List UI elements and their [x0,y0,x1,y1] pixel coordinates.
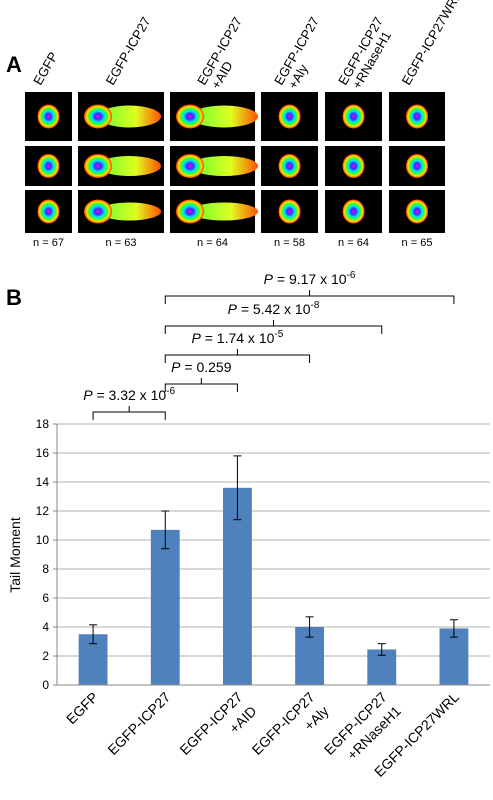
p-symbol: P [83,387,93,403]
p-symbol: P [228,301,238,317]
comet-tail [190,202,258,221]
comet-head [176,154,204,178]
count-label: n = 64 [197,237,228,249]
p-exponent: -6 [166,386,175,397]
p-exponent: -5 [274,329,283,340]
bracket [164,349,311,363]
comet-head [406,154,428,178]
bracket [92,406,166,420]
p-symbol: P [192,330,202,346]
y-tick-label: 4 [42,620,49,634]
bracket [164,290,455,304]
p-text: = 3.32 x 10 [93,387,167,403]
y-tick-label: 12 [36,504,50,518]
y-tick-label: 14 [36,475,50,489]
error-bar [449,619,458,638]
comet-tail [190,156,258,176]
bracket [164,320,383,334]
p-value: P = 5.42 x 10-8 [228,300,320,317]
y-tick-label: 2 [42,649,49,663]
comet-head [342,104,365,129]
p-text: = 0.259 [181,359,232,375]
count-label: n = 65 [402,237,433,249]
p-text: = 1.74 x 10 [201,330,275,346]
comet-head [84,199,112,224]
error-bar [377,643,386,656]
count-label: n = 67 [33,237,64,249]
bar [150,529,180,685]
panel-label: B [6,285,22,310]
comet-head [278,154,301,178]
comet-tail [98,105,161,128]
comet-head [37,199,60,224]
comet-head [342,154,365,178]
comet-head [84,154,112,178]
panel-label: A [6,52,22,77]
p-text: = 9.17 x 10 [273,271,347,287]
p-exponent: -6 [347,270,356,281]
comet-tail [98,202,161,221]
x-tick-label: EGFP-ICP27 [104,689,173,758]
comet-head [342,199,365,224]
y-tick-label: 16 [36,446,50,460]
p-value: P = 1.74 x 10-5 [192,329,284,346]
p-value: P = 9.17 x 10-6 [264,270,356,287]
bar [439,628,469,685]
comet-head [406,104,428,129]
p-value: P = 3.32 x 10-6 [83,386,175,403]
comet-tail [98,156,161,176]
y-tick-label: 0 [42,678,49,692]
error-bar [89,624,98,645]
p-text: = 5.42 x 10 [237,301,311,317]
comet-head [176,199,204,224]
error-bar [161,510,170,550]
comet-head [278,104,301,129]
p-symbol: P [264,271,274,287]
comet-head [84,104,112,129]
bracket [164,378,238,392]
y-tick-label: 18 [36,417,50,431]
error-bar [233,455,242,521]
count-label: n = 64 [338,237,369,249]
comet-head [278,199,301,224]
comet-tail [190,105,258,128]
column-label: EGFP [30,49,61,87]
x-tick-label: EGFP [63,689,101,727]
column-label: EGFP-ICP27WRL [399,0,464,88]
column-label: EGFP-ICP27 [103,14,154,87]
y-axis-label: Tail Moment [7,517,23,593]
comet-head [406,199,428,224]
y-tick-label: 6 [42,591,49,605]
comet-head [176,104,204,129]
bar [222,487,252,685]
p-exponent: -8 [311,300,320,311]
p-symbol: P [171,359,181,375]
comet-head [37,154,60,178]
y-tick-label: 10 [36,533,50,547]
comet-head [37,104,60,129]
count-label: n = 58 [274,237,305,249]
y-tick-label: 8 [42,562,49,576]
count-label: n = 63 [106,237,137,249]
error-bar [305,616,314,638]
p-value: P = 0.259 [171,359,232,375]
